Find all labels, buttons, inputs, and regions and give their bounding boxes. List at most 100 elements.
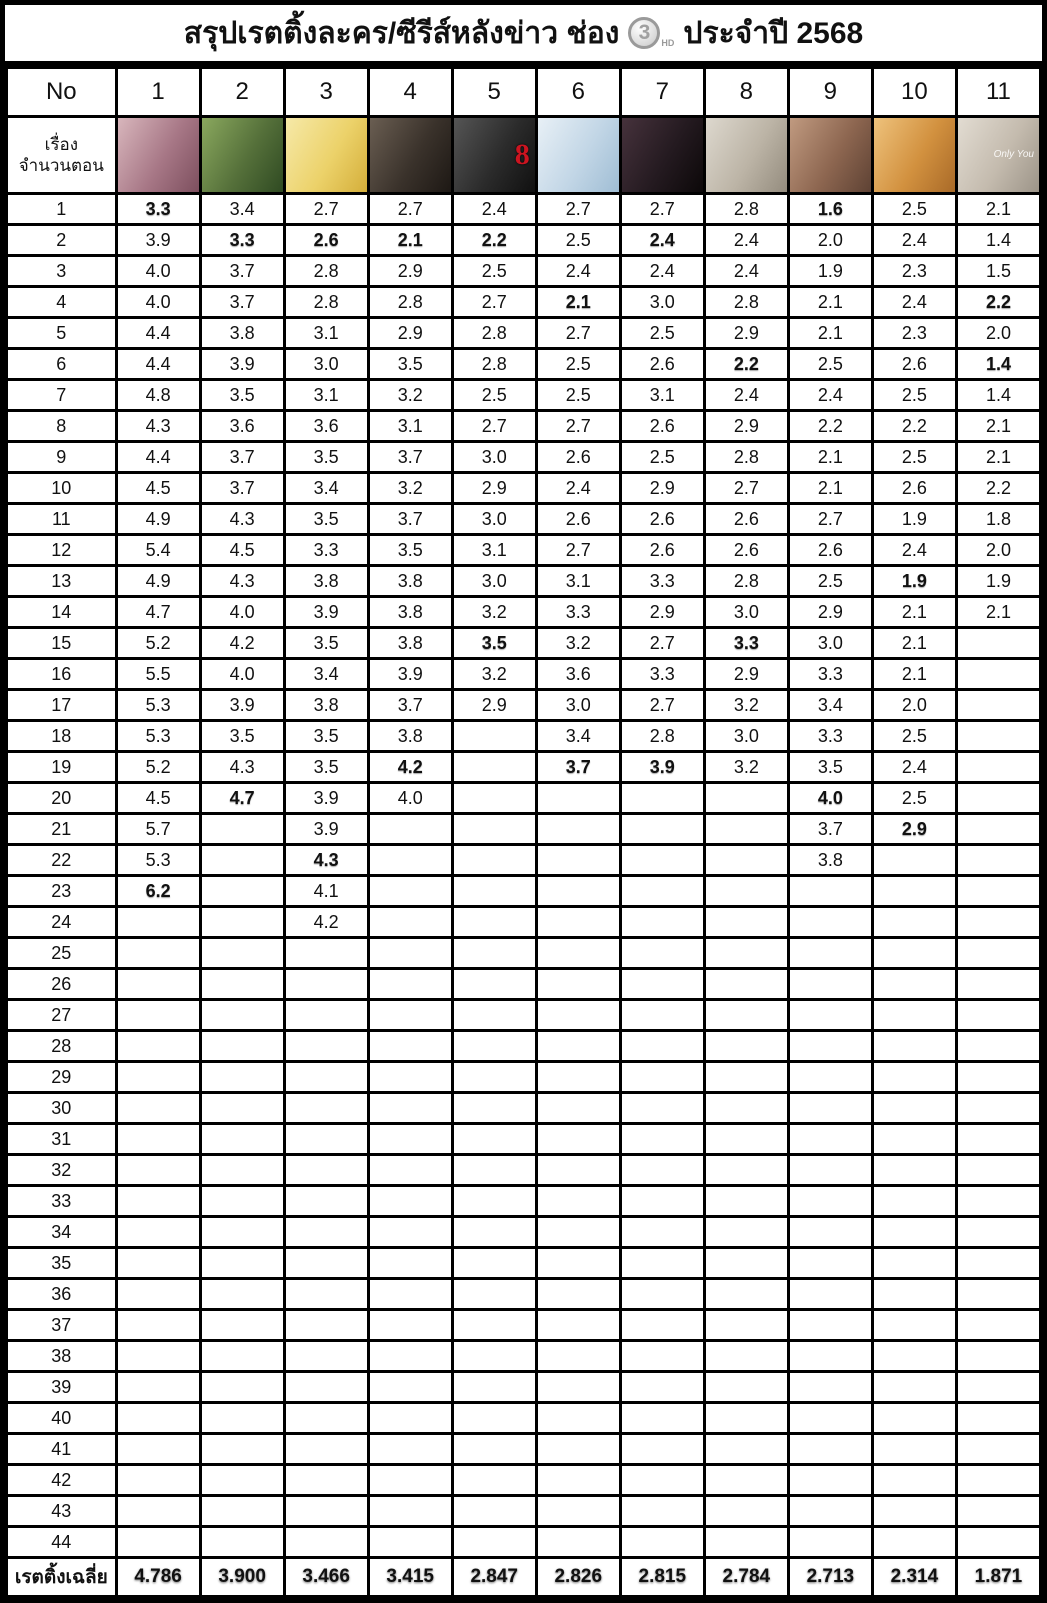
rating-cell (618, 998, 706, 1032)
rating-cell (450, 874, 538, 908)
average-row-label: เรตติ้งเฉลี่ย (5, 1556, 118, 1598)
rating-cell: 4.4 (114, 440, 202, 474)
rating-cell: 2.3 (870, 254, 958, 288)
average-cell: 3.900 (198, 1556, 286, 1598)
rating-cell: 2.8 (282, 254, 370, 288)
rating-cell (114, 1246, 202, 1280)
table-row-34: 34 (5, 1215, 1043, 1249)
rating-cell: 2.4 (702, 254, 790, 288)
rating-cell (870, 1525, 958, 1559)
rating-cell: 2.1 (786, 440, 874, 474)
rating-cell: 5.3 (114, 688, 202, 722)
rating-cell: 3.8 (366, 626, 454, 660)
rating-cell: 2.6 (534, 502, 622, 536)
rating-cell: 3.7 (366, 440, 454, 474)
rating-cell: 5.4 (114, 533, 202, 567)
rating-cell: 3.1 (618, 378, 706, 412)
rating-cell: 3.8 (366, 595, 454, 629)
table-row-25: 25 (5, 936, 1043, 970)
row-number-cell: 30 (5, 1091, 118, 1125)
table-row-20: 20 4.5 4.7 3.9 4.0 4.0 2.5 (5, 781, 1043, 815)
rating-cell: 3.2 (450, 595, 538, 629)
rating-cell (366, 936, 454, 970)
row-number-cell: 6 (5, 347, 118, 381)
rating-cell: 2.4 (534, 471, 622, 505)
row-number-cell: 43 (5, 1494, 118, 1528)
rating-cell (954, 1494, 1043, 1528)
rating-cell: 2.5 (534, 378, 622, 412)
poster-cell-3 (282, 115, 370, 195)
rating-cell (282, 1215, 370, 1249)
rating-cell (198, 1184, 286, 1218)
rating-cell (702, 1246, 790, 1280)
rating-cell (954, 1153, 1043, 1187)
rating-cell (702, 1060, 790, 1094)
rating-cell (114, 905, 202, 939)
rating-cell (954, 1463, 1043, 1497)
rating-cell: 2.8 (282, 285, 370, 319)
rating-cell (870, 1432, 958, 1466)
rating-cell (702, 874, 790, 908)
table-row-8: 8 4.3 3.6 3.6 3.1 2.7 2.7 2.6 2.9 2.2 2.2 2.1 (5, 409, 1043, 443)
rating-cell: 2.4 (870, 750, 958, 784)
rating-cell (534, 1308, 622, 1342)
rating-cell (618, 1277, 706, 1311)
rating-cell: 2.5 (450, 254, 538, 288)
rating-cell: 2.1 (954, 192, 1043, 226)
row-number-cell: 13 (5, 564, 118, 598)
rating-cell (366, 1432, 454, 1466)
table-row-41: 41 (5, 1432, 1043, 1466)
average-row: เรตติ้งเฉลี่ย 4.786 3.900 3.466 3.415 2.847 2.… (5, 1556, 1043, 1598)
rating-cell (870, 936, 958, 970)
rating-cell (534, 936, 622, 970)
table-row-44: 44 (5, 1525, 1043, 1559)
rating-cell (954, 781, 1043, 815)
row-number-cell: 33 (5, 1184, 118, 1218)
rating-cell: 3.3 (114, 192, 202, 226)
rating-cell (450, 1308, 538, 1342)
rating-cell: 6.2 (114, 874, 202, 908)
rating-cell: 4.0 (198, 595, 286, 629)
rating-cell (786, 1091, 874, 1125)
rating-cell (618, 843, 706, 877)
rating-cell (282, 1370, 370, 1404)
rating-cell (702, 1401, 790, 1435)
rating-cell: 2.6 (870, 471, 958, 505)
rating-cell (198, 1525, 286, 1559)
rating-cell: 1.4 (954, 223, 1043, 257)
rating-cell (702, 1339, 790, 1373)
rating-cell: 3.5 (282, 440, 370, 474)
table-row-39: 39 (5, 1370, 1043, 1404)
rating-cell: 2.7 (786, 502, 874, 536)
rating-cell: 3.3 (702, 626, 790, 660)
rating-cell (786, 967, 874, 1001)
rating-cell: 3.2 (534, 626, 622, 660)
rating-cell: 3.7 (366, 502, 454, 536)
rating-cell: 4.5 (114, 471, 202, 505)
rating-cell (366, 1494, 454, 1528)
rating-cell: 3.3 (282, 533, 370, 567)
table-row-7: 7 4.8 3.5 3.1 3.2 2.5 2.5 3.1 2.4 2.4 2.5 1.4 (5, 378, 1043, 412)
row-number-cell: 28 (5, 1029, 118, 1063)
row-number-cell: 22 (5, 843, 118, 877)
rating-cell: 4.2 (282, 905, 370, 939)
rating-cell (450, 1122, 538, 1156)
rating-cell (198, 936, 286, 970)
rating-cell: 3.8 (282, 564, 370, 598)
poster-thumbnail-5: 8 (455, 119, 534, 191)
rating-cell: 4.9 (114, 564, 202, 598)
rating-cell (282, 1494, 370, 1528)
rating-cell (198, 1401, 286, 1435)
rating-cell: 4.2 (198, 626, 286, 660)
poster-accent-text: Only You (993, 149, 1034, 160)
rating-cell: 1.5 (954, 254, 1043, 288)
rating-cell (534, 781, 622, 815)
rating-cell (786, 1432, 874, 1466)
rating-cell: 2.8 (702, 440, 790, 474)
rating-cell: 4.1 (282, 874, 370, 908)
rating-cell: 2.1 (870, 657, 958, 691)
row-number-cell: 11 (5, 502, 118, 536)
rating-cell (198, 1432, 286, 1466)
rating-cell (870, 1122, 958, 1156)
